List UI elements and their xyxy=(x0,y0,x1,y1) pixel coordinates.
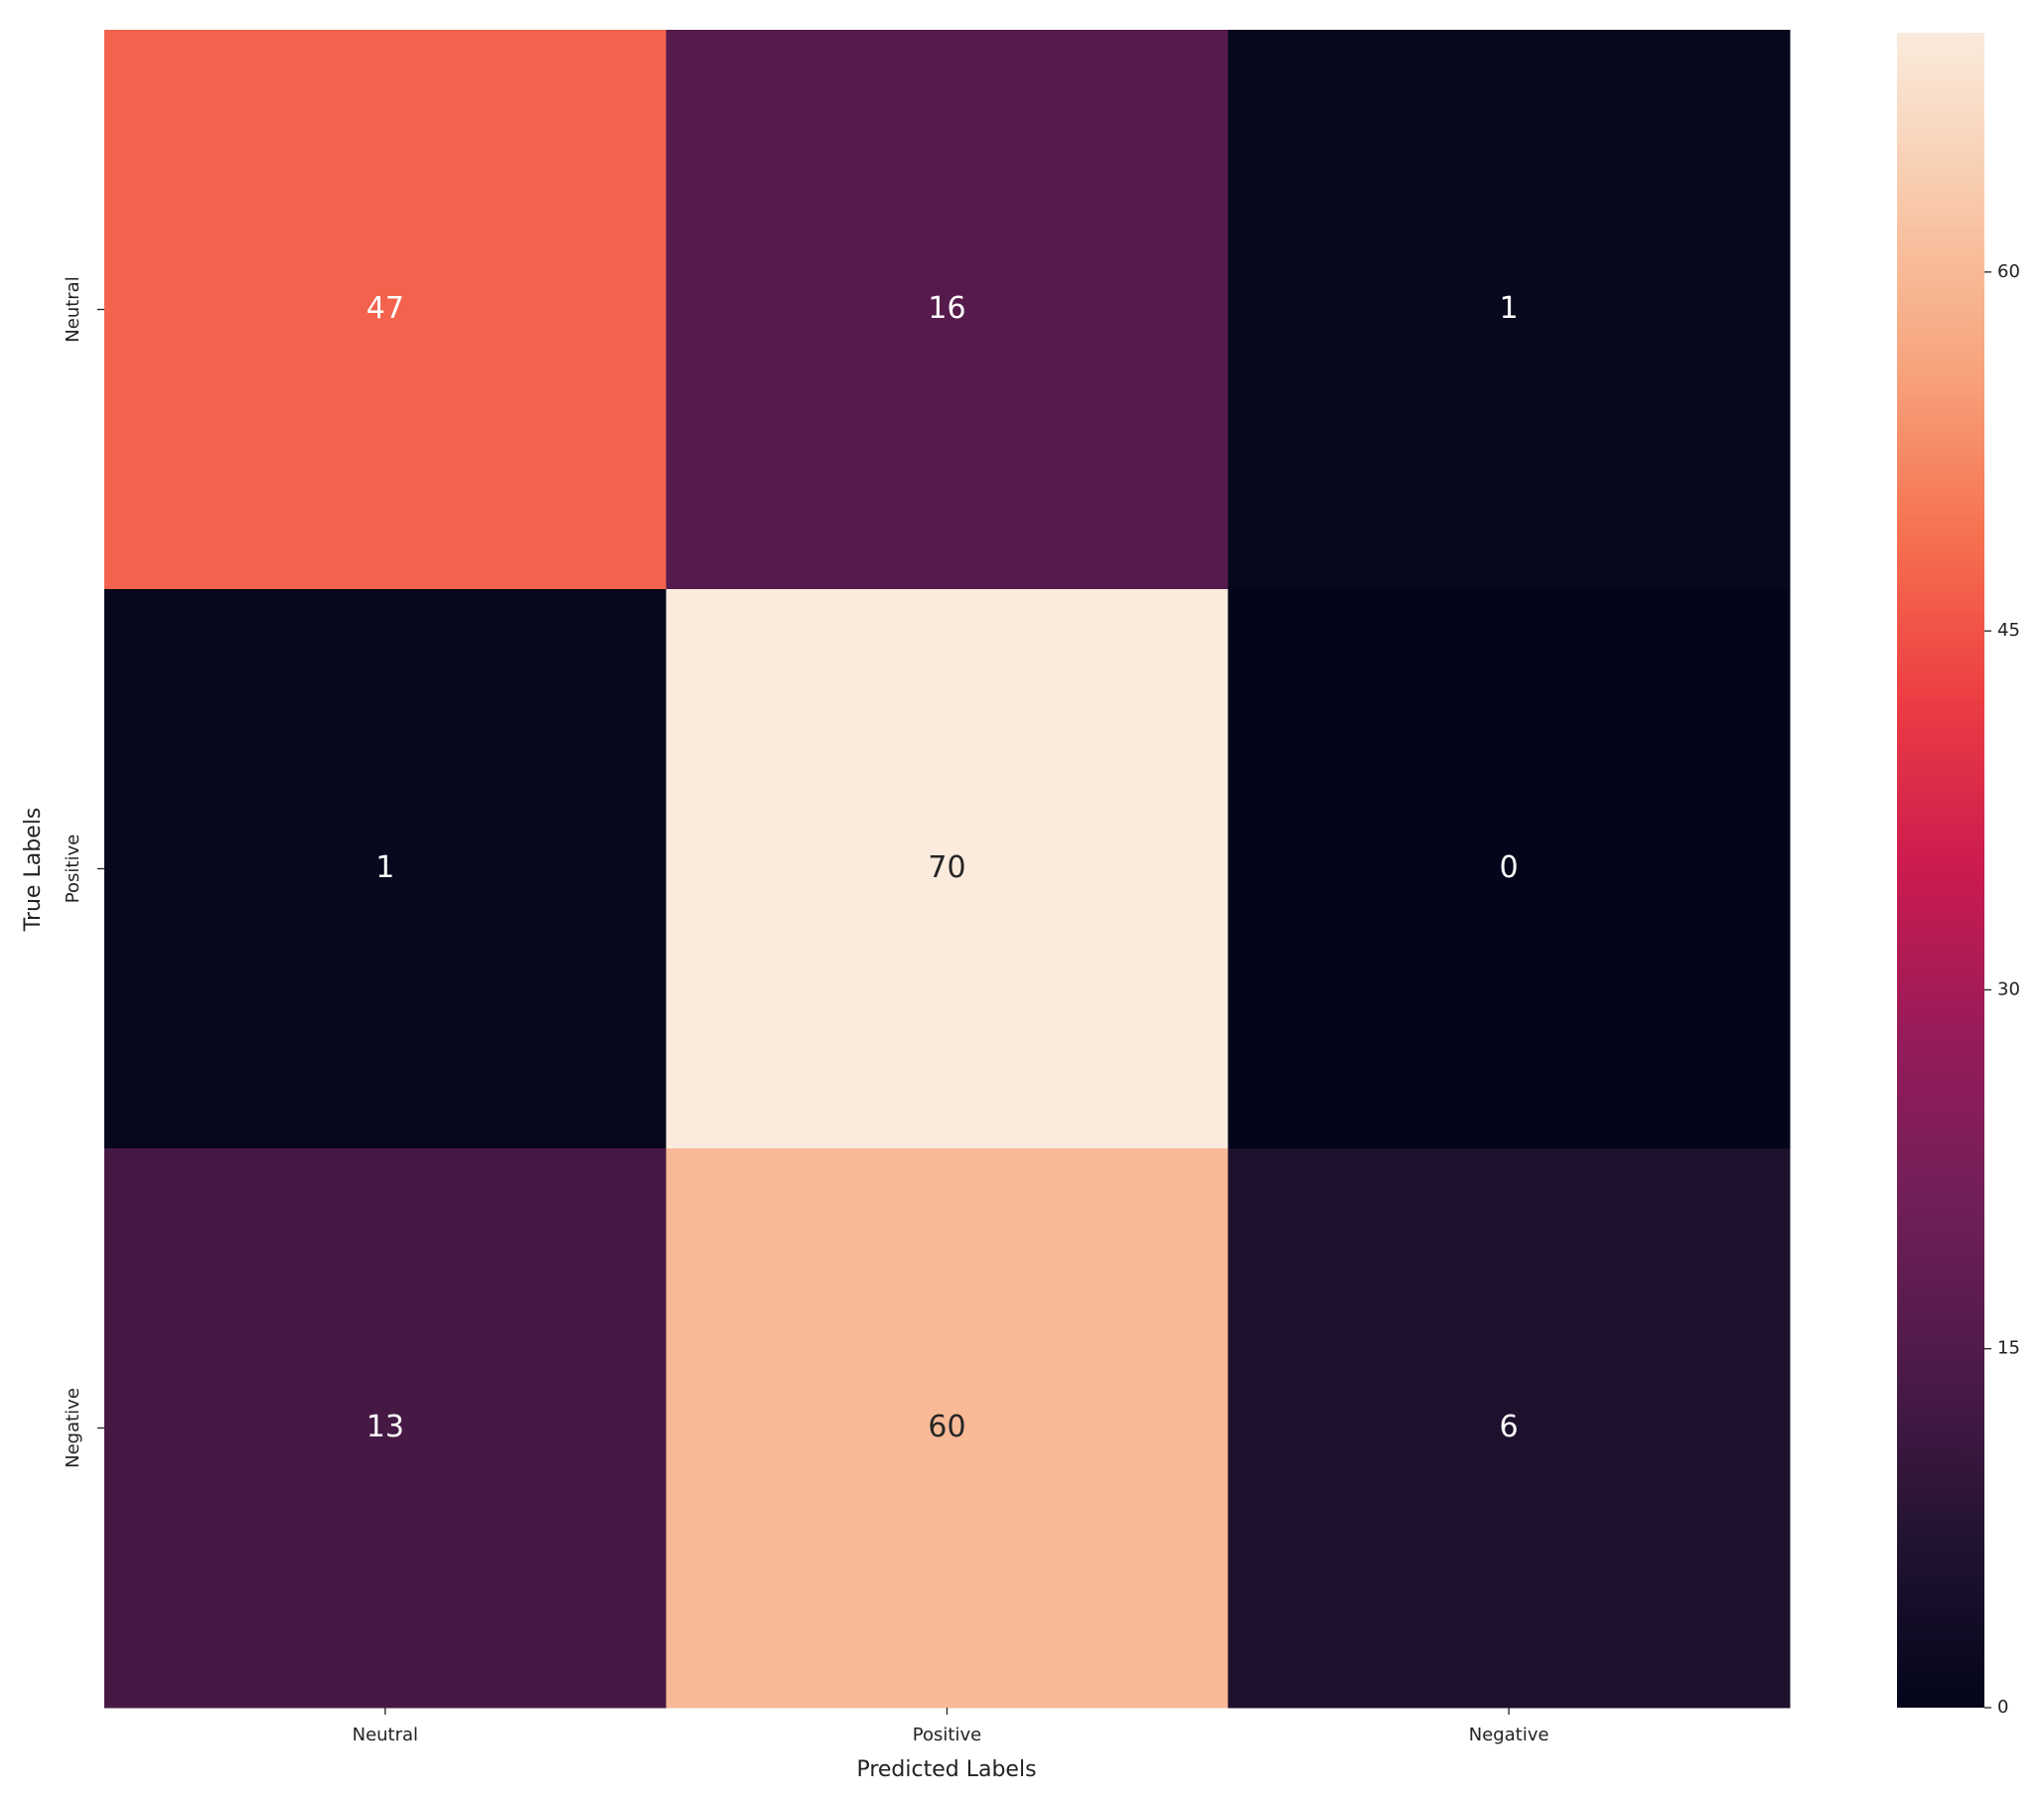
heatmap-cell xyxy=(104,1148,667,1709)
y-tick-label: Positive xyxy=(63,834,83,903)
cell-value-label: 47 xyxy=(366,291,404,326)
heatmap-cell xyxy=(665,589,1229,1149)
heatmap-cell xyxy=(104,589,667,1149)
heatmap-cell xyxy=(665,30,1229,590)
colorbar-tick-label: 60 xyxy=(1997,261,2020,282)
cell-value-label: 0 xyxy=(1500,850,1519,885)
colorbar-tick-label: 15 xyxy=(1997,1338,2020,1359)
cell-value-label: 6 xyxy=(1500,1410,1519,1444)
heatmap-cell xyxy=(104,30,667,590)
x-axis-label: Predicted Labels xyxy=(856,1757,1036,1782)
heatmap-cell xyxy=(1228,30,1791,590)
colorbar xyxy=(1897,33,1984,1708)
colorbar-tick-label: 0 xyxy=(1997,1697,2008,1718)
x-tick-label: Positive xyxy=(913,1725,981,1745)
y-tick-label: Neutral xyxy=(63,276,83,342)
cell-value-label: 16 xyxy=(928,291,965,326)
heatmap-cell xyxy=(1228,1148,1791,1709)
cell-value-label: 70 xyxy=(928,850,965,885)
x-tick-label: Negative xyxy=(1469,1725,1549,1745)
y-tick-label: Negative xyxy=(63,1388,83,1468)
cell-value-label: 13 xyxy=(366,1410,404,1444)
colorbar-tick-label: 45 xyxy=(1997,620,2020,641)
cell-value-label: 1 xyxy=(1500,291,1519,326)
colorbar-tick-label: 30 xyxy=(1997,978,2020,999)
x-tick-label: Neutral xyxy=(353,1725,418,1745)
cell-value-label: 60 xyxy=(928,1410,965,1444)
heatmap-cell xyxy=(1228,589,1791,1149)
heatmap-cell xyxy=(665,1148,1229,1709)
cell-value-label: 1 xyxy=(375,850,394,885)
y-axis-label: True Labels xyxy=(21,808,46,933)
